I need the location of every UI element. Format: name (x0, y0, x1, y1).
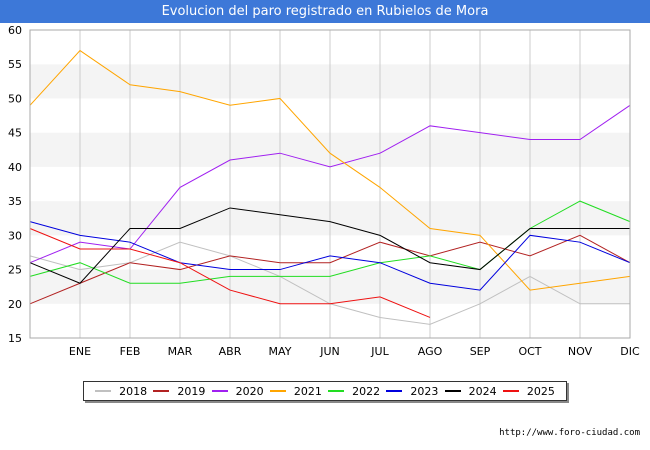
x-tick-label: JUN (319, 345, 340, 358)
y-tick-label: 55 (8, 58, 22, 71)
legend-item-2018: 2018 (95, 385, 147, 398)
y-tick-label: 15 (8, 332, 22, 345)
legend-item-2019: 2019 (153, 385, 205, 398)
y-tick-label: 40 (8, 161, 22, 174)
legend-swatch (444, 390, 461, 392)
series-line-2025 (29, 228, 431, 318)
legend-label: 2025 (526, 384, 555, 398)
legend-label: 2022 (352, 384, 381, 398)
x-tick-label: ABR (219, 345, 242, 358)
x-tick-label: ENE (69, 345, 91, 358)
x-tick-label: MAR (168, 345, 193, 358)
series-line-2019 (29, 234, 631, 305)
legend-item-2024: 2024 (444, 384, 497, 398)
x-tick-label: MAY (269, 345, 292, 358)
chart-title: Evolucion del paro registrado en Rubielo… (0, 0, 650, 23)
x-tick-label: DIC (620, 345, 640, 358)
legend-swatch (328, 390, 345, 392)
source-url: http://www.foro-ciudad.com (499, 428, 640, 438)
legend-swatch (153, 390, 170, 392)
x-tick-label: NOV (568, 345, 593, 358)
legend-label: 2021 (293, 384, 322, 398)
y-axis-ticks: 15 20 25 30 35 40 45 50 55 60 (8, 24, 22, 345)
x-tick-label: AGO (418, 345, 443, 358)
series-line-2021 (29, 49, 631, 291)
series-lines (29, 49, 631, 325)
legend-item-2025: 2025 (502, 384, 555, 398)
legend-swatch (502, 390, 519, 392)
legend-swatch (211, 390, 228, 392)
legend-label: 2024 (468, 384, 497, 398)
legend-item-2022: 2022 (328, 385, 380, 398)
series-line-2023 (29, 221, 631, 291)
legend-label: 2018 (119, 384, 148, 398)
series-line-2024 (29, 207, 630, 284)
legend-label: 2019 (177, 384, 206, 398)
legend: 2018 2019 2020 2021 2022 2023 2024 2025 (83, 381, 567, 401)
plot-frame (29, 29, 631, 339)
legend-swatch (95, 390, 112, 392)
y-tick-label: 35 (8, 195, 22, 208)
y-tick-label: 25 (8, 264, 22, 277)
x-tick-label: OCT (518, 345, 541, 358)
legend-item-2023: 2023 (386, 385, 438, 398)
legend-item-2021: 2021 (269, 384, 322, 398)
y-tick-label: 45 (8, 127, 22, 140)
legend-swatch (269, 390, 286, 392)
x-axis-ticks: ENE FEB MAR ABR MAY JUN JUL AGO SEP OCT NOV DIC (69, 345, 640, 358)
legend-label: 2023 (410, 384, 439, 398)
legend-item-2020: 2020 (211, 384, 264, 398)
x-tick-label: SEP (470, 345, 491, 358)
x-tick-label: FEB (120, 345, 141, 358)
y-tick-label: 30 (8, 229, 22, 242)
y-tick-label: 60 (8, 24, 22, 37)
legend-swatch (386, 390, 403, 392)
x-tick-label: JUL (370, 345, 389, 358)
vertical-gridlines (79, 30, 581, 338)
y-tick-label: 20 (8, 298, 22, 311)
y-tick-label: 50 (8, 92, 22, 105)
legend-label: 2020 (235, 384, 264, 398)
